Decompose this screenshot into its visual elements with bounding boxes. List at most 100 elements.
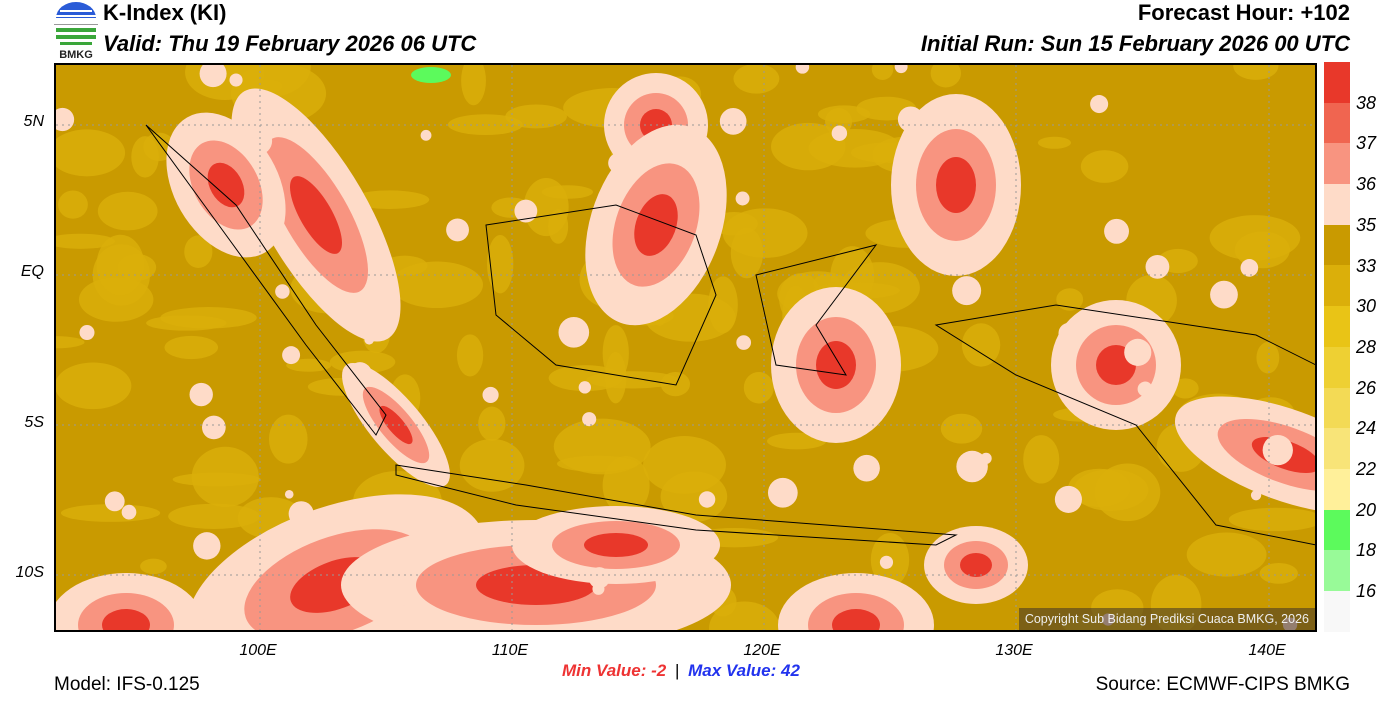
colorbar-label: 33 xyxy=(1356,255,1377,276)
bmkg-logo: BMKG xyxy=(52,2,100,61)
field-patch xyxy=(199,65,227,88)
lon-label-130e: 130E xyxy=(995,642,1033,659)
field-patch xyxy=(592,582,605,595)
field-patch xyxy=(1037,136,1072,149)
colorbar-bin xyxy=(1324,590,1350,632)
field-patch xyxy=(191,446,259,508)
field-patch xyxy=(268,414,308,464)
colorbar-label: 20 xyxy=(1356,499,1377,520)
field-patch xyxy=(634,194,678,256)
field-patch xyxy=(961,323,1001,367)
field-patch xyxy=(411,67,451,83)
field-patch xyxy=(482,386,499,404)
colorbar-bin xyxy=(1324,306,1350,347)
field-patch xyxy=(56,336,85,349)
field-patch xyxy=(733,65,780,94)
colorbar-bin xyxy=(1324,265,1350,307)
field-patch xyxy=(245,137,261,153)
field-patch xyxy=(1023,435,1060,484)
field-patch xyxy=(390,261,484,309)
field-patch xyxy=(743,371,774,404)
field-patch xyxy=(146,315,227,331)
field-patch xyxy=(193,532,221,560)
field-patch xyxy=(184,235,213,269)
field-patch xyxy=(808,129,902,168)
field-patch xyxy=(722,208,808,258)
field-patch xyxy=(588,567,610,589)
lon-label-140e: 140E xyxy=(1248,642,1286,659)
field-patch xyxy=(889,582,900,594)
copyright-notice: Copyright Sub Bidang Prediksi Cuaca BMKG… xyxy=(1018,608,1315,630)
svg-text:BMKG: BMKG xyxy=(59,49,93,60)
field-patch xyxy=(698,491,716,508)
field-patch xyxy=(930,65,962,88)
field-patch xyxy=(832,609,880,630)
field-patch xyxy=(459,439,525,492)
coastline xyxy=(485,204,717,386)
field-patch xyxy=(318,514,330,526)
colorbar-bin xyxy=(1324,468,1350,510)
field-patch xyxy=(894,65,908,74)
field-patch xyxy=(917,107,944,134)
field-patch xyxy=(56,107,75,132)
field-patch xyxy=(229,73,243,87)
field-patch xyxy=(1073,469,1149,512)
coastline xyxy=(145,124,387,436)
model-label: Model: IFS-0.125 xyxy=(54,674,200,695)
coastline xyxy=(395,464,958,546)
colorbar-label: 36 xyxy=(1356,174,1377,195)
field-patch xyxy=(282,346,301,365)
field-patch xyxy=(96,234,145,296)
field-patch xyxy=(1058,322,1080,344)
colorbar-bin xyxy=(1324,184,1350,225)
field-patch xyxy=(446,218,469,242)
field-patch xyxy=(168,503,260,529)
field-patch xyxy=(735,191,750,206)
lat-label-5n: 5N xyxy=(23,113,44,130)
field-patch xyxy=(131,136,159,178)
field-patch xyxy=(1171,378,1199,399)
source-label: Source: ECMWF-CIPS BMKG xyxy=(1095,674,1350,695)
max-value: Max Value: 42 xyxy=(688,661,800,680)
field-patch xyxy=(1228,507,1315,532)
field-patch xyxy=(456,334,484,377)
field-patch xyxy=(1256,341,1280,374)
field-patch xyxy=(164,335,219,360)
lon-label-110e: 110E xyxy=(491,642,529,659)
colorbar-bin xyxy=(1324,346,1350,388)
field-patch xyxy=(288,501,314,527)
colorbar xyxy=(1324,62,1350,632)
field-patch xyxy=(1210,280,1238,309)
field-patch xyxy=(936,157,976,213)
map-title: K-Index (KI) xyxy=(103,0,227,25)
field-patch xyxy=(1124,338,1152,366)
field-patch xyxy=(461,65,486,106)
field-patch xyxy=(290,176,342,254)
field-patch xyxy=(1262,434,1293,466)
lon-label-120e: 120E xyxy=(743,642,781,659)
field-patch xyxy=(56,362,132,410)
field-patch xyxy=(558,317,590,348)
field-patch xyxy=(275,284,290,299)
field-patch xyxy=(234,613,245,624)
colorbar-label: 28 xyxy=(1356,336,1377,357)
field-patch xyxy=(286,358,332,372)
field-patch xyxy=(940,413,983,444)
min-value: Min Value: -2 xyxy=(562,661,667,680)
field-patch xyxy=(1186,532,1267,577)
valid-time: Valid: Thu 19 February 2026 06 UTC xyxy=(103,31,477,56)
field-patch xyxy=(1233,65,1279,80)
separator: | xyxy=(674,661,680,680)
field-patch xyxy=(831,125,848,141)
field-patch xyxy=(956,450,988,483)
lat-label-5s: 5S xyxy=(24,414,44,431)
lon-label-100e: 100E xyxy=(239,642,277,659)
field-patch xyxy=(719,108,747,135)
field-patch xyxy=(582,412,597,427)
field-patch xyxy=(578,381,592,394)
field-patch xyxy=(102,609,150,630)
colorbar-label: 16 xyxy=(1356,581,1377,602)
field-patch xyxy=(980,452,992,464)
colorbar-bin xyxy=(1324,102,1350,144)
field-patch xyxy=(1137,381,1153,397)
